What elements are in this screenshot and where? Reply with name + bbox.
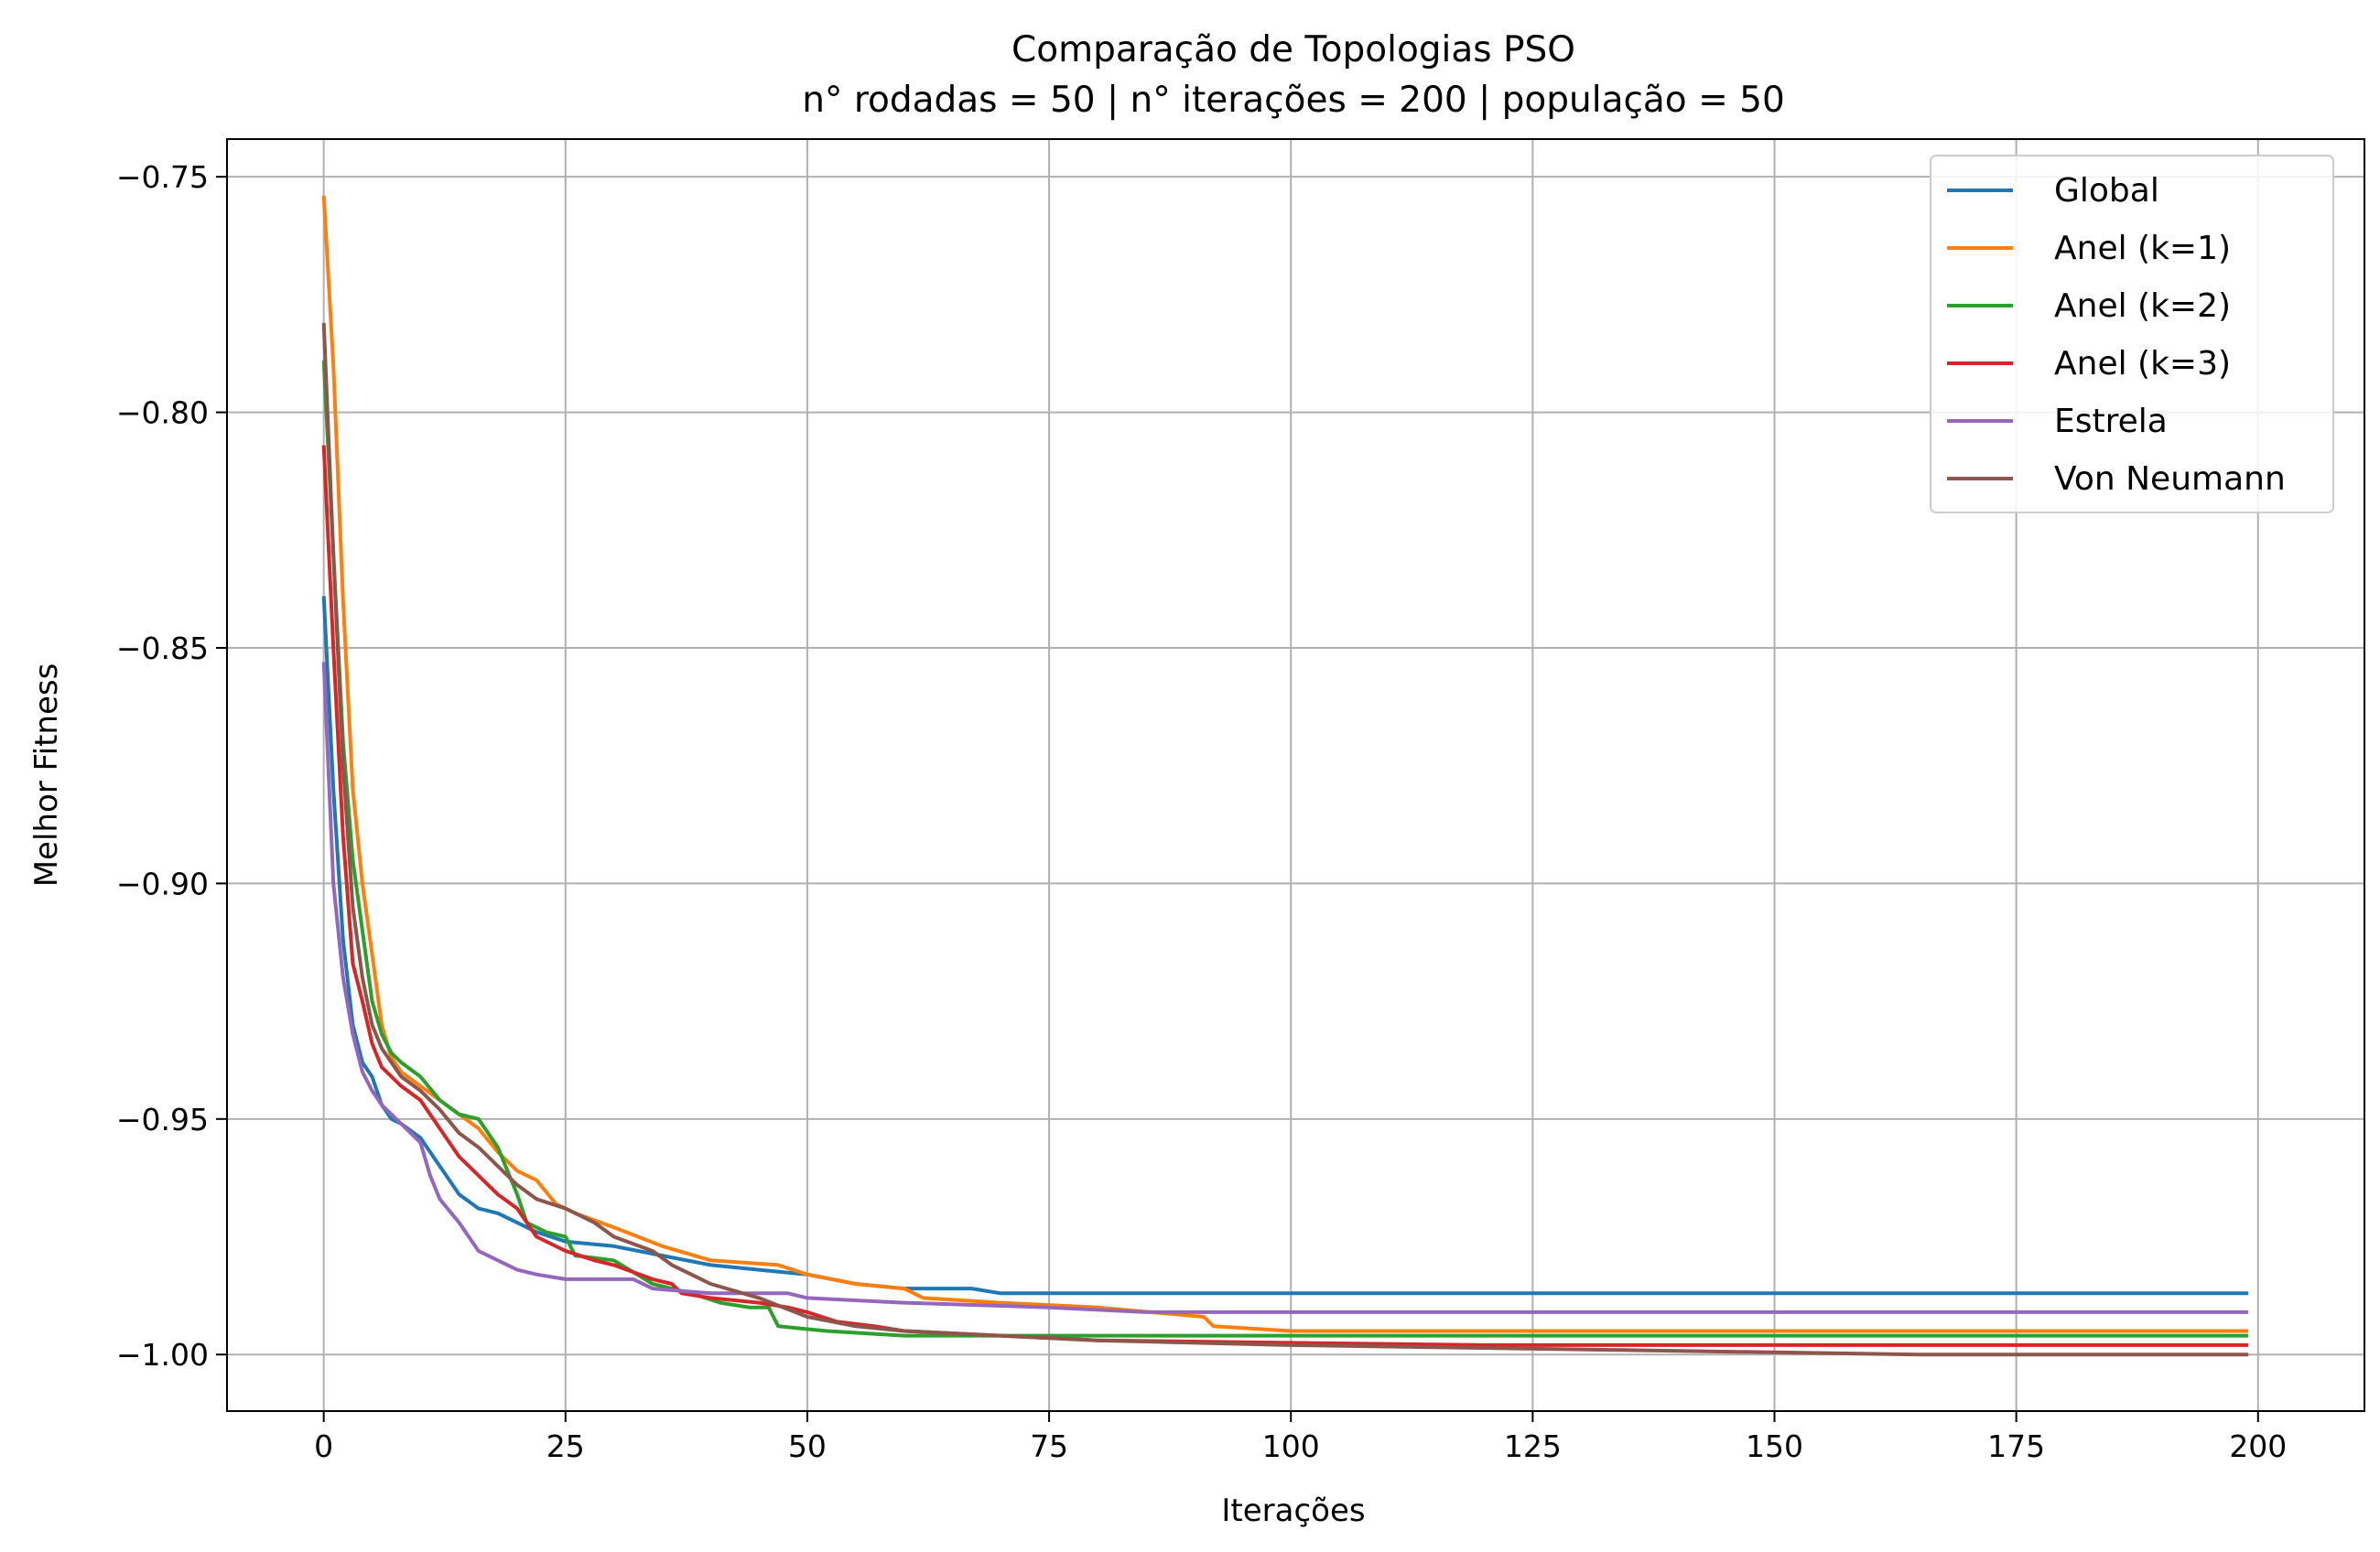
x-tick-label: 100 (1262, 1428, 1320, 1464)
y-axis-label: Melhor Fitness (28, 663, 65, 888)
legend-label: Global (2054, 172, 2159, 210)
x-tick-label: 25 (546, 1428, 585, 1464)
legend-label: Anel (k=3) (2054, 345, 2231, 383)
y-tick-label: −1.00 (116, 1337, 209, 1373)
x-tick-label: 75 (1030, 1428, 1068, 1464)
series-lines (321, 195, 2249, 1357)
y-tick-label: −0.75 (116, 159, 209, 195)
x-axis-label: Iterações (1221, 1493, 1365, 1529)
x-tick-label: 0 (314, 1428, 333, 1464)
x-tick-label: 125 (1504, 1428, 1562, 1464)
y-tick-label: −0.95 (116, 1102, 209, 1137)
series-line-anel-k-1 (321, 195, 2249, 1333)
plot-area-frame (226, 138, 2365, 1412)
y-tick-label: −0.90 (116, 866, 209, 901)
x-axis-ticks: 0 25 50 75 100 125 150 175 200 (314, 1411, 2287, 1464)
x-tick-label: 175 (1987, 1428, 2045, 1464)
legend-label: Estrela (2054, 403, 2168, 440)
y-axis-ticks: −0.75 −0.80 −0.85 −0.90 −0.95 −1.00 (116, 159, 227, 1373)
series-line-estrela (321, 662, 2249, 1314)
y-tick-label: −0.80 (116, 395, 209, 431)
chart-title: Comparação de Topologias PSO (1012, 29, 1575, 70)
series-line-anel-k-2 (321, 360, 2249, 1338)
legend-box (1930, 155, 2334, 513)
legend-label: Anel (k=2) (2054, 287, 2231, 325)
legend: Global Anel (k=1) Anel (k=2) Anel (k=3) Estr… (1930, 155, 2334, 513)
legend-label: Anel (k=1) (2054, 230, 2231, 267)
y-tick-label: −0.85 (116, 630, 209, 666)
series-line-anel-k-3 (321, 445, 2249, 1347)
series-line-von-neumann (321, 322, 2249, 1357)
x-tick-label: 50 (788, 1428, 827, 1464)
legend-label: Von Neumann (2054, 460, 2286, 498)
chart-subtitle: n° rodadas = 50 | n° iterações = 200 | p… (802, 80, 1785, 121)
x-tick-label: 150 (1746, 1428, 1803, 1464)
x-tick-label: 200 (2229, 1428, 2287, 1464)
